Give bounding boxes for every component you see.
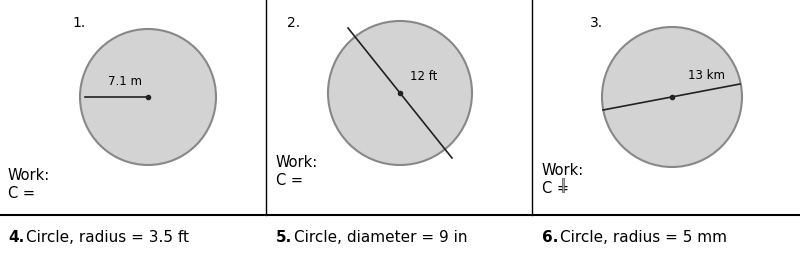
Circle shape [80,29,216,165]
Text: 6.: 6. [542,231,558,245]
Text: 3.: 3. [590,16,603,30]
Text: 1.: 1. [72,16,86,30]
Text: Circle, radius = 3.5 ft: Circle, radius = 3.5 ft [26,231,189,245]
Text: Work:: Work: [8,168,50,183]
Text: C =: C = [8,186,35,201]
Text: C =: C = [542,181,569,196]
Text: C =: C = [276,173,303,188]
Text: 12 ft: 12 ft [410,70,438,83]
Text: 2.: 2. [287,16,300,30]
Text: 4.: 4. [8,231,24,245]
Text: 13 km: 13 km [688,69,725,82]
Circle shape [602,27,742,167]
Text: Circle, radius = 5 mm: Circle, radius = 5 mm [560,231,727,245]
Text: Work:: Work: [276,155,318,170]
Circle shape [328,21,472,165]
Text: Work:: Work: [542,163,584,178]
Text: 7.1 m: 7.1 m [108,75,142,88]
Text: 5.: 5. [276,231,292,245]
Bar [562,178,564,192]
Text: Circle, diameter = 9 in: Circle, diameter = 9 in [294,231,467,245]
